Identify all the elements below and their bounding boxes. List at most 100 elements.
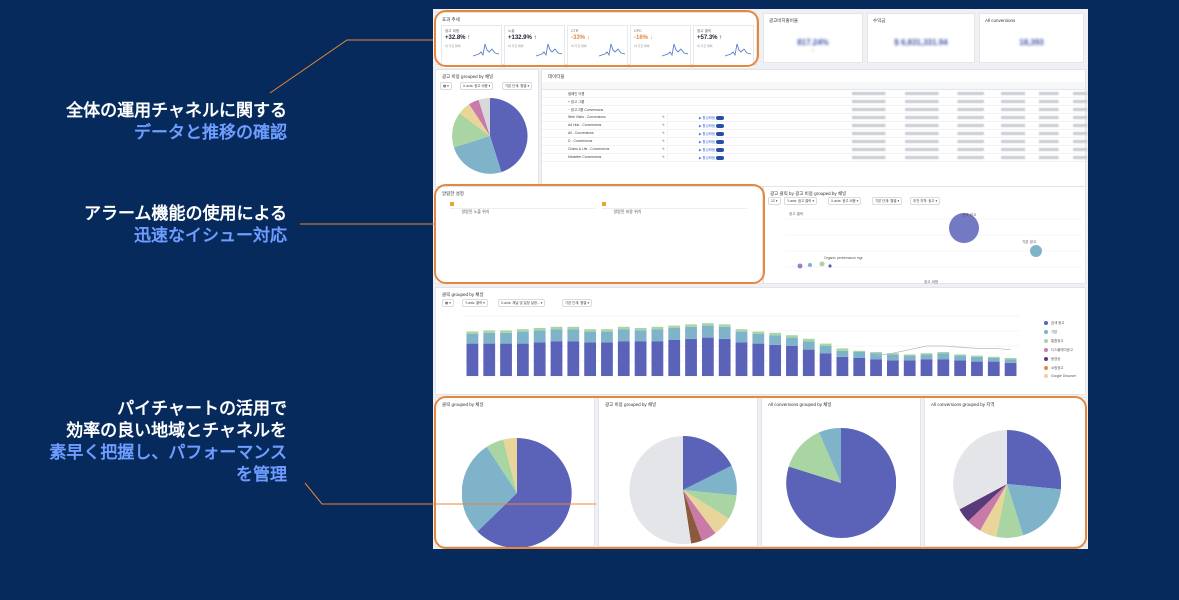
table-row[interactable]: Ad Hub - Conversions ✎ ⋮ ▶ 활성화됨 <box>542 122 1088 130</box>
bar-segment[interactable] <box>752 343 765 376</box>
row-toggle[interactable] <box>716 148 724 152</box>
bar-segment[interactable] <box>718 324 731 327</box>
bar-segment[interactable] <box>685 324 697 327</box>
row-edit-icon[interactable]: ✎ ⋮ <box>662 131 670 135</box>
bar-segment[interactable] <box>903 354 916 356</box>
bar-segment[interactable] <box>634 328 647 331</box>
bar-segment[interactable] <box>786 337 798 346</box>
row-edit-icon[interactable]: ✎ ⋮ <box>662 115 670 119</box>
bar-segment[interactable] <box>937 353 950 360</box>
bar-segment[interactable] <box>870 359 882 376</box>
bar-segment[interactable] <box>483 330 496 333</box>
bar-segment[interactable] <box>870 352 882 354</box>
bar-segment[interactable] <box>500 332 512 344</box>
bar-segment[interactable] <box>500 343 512 376</box>
legend-item[interactable]: 기본 <box>1044 329 1057 335</box>
bar-segment[interactable] <box>668 325 681 328</box>
bar-segment[interactable] <box>987 356 1000 358</box>
bar-segment[interactable] <box>802 341 815 350</box>
bar-segment[interactable] <box>1004 362 1017 376</box>
bar-segment[interactable] <box>651 329 664 342</box>
scatter-control-2[interactable]: Y-axis: 광고 클릭 ▾ <box>784 197 818 205</box>
legend-item[interactable]: Google Discover <box>1044 374 1076 379</box>
bar-segment[interactable] <box>617 329 630 342</box>
chart-type-select[interactable]: ▦ ▾ <box>440 82 452 90</box>
bar-segment[interactable] <box>533 328 546 331</box>
bar-segment[interactable] <box>718 326 731 339</box>
bar-segment[interactable] <box>668 328 681 340</box>
bar-segment[interactable] <box>920 353 933 355</box>
bar-segment[interactable] <box>584 331 597 343</box>
bar-segment[interactable] <box>886 360 899 376</box>
scatter-control-1[interactable]: 1Z ▾ <box>768 197 781 205</box>
bar-segment[interactable] <box>516 343 529 376</box>
bar-segment[interactable] <box>903 360 916 376</box>
bar-segment[interactable] <box>701 337 714 376</box>
table-row[interactable]: All - Conversions ✎ ⋮ ▶ 활성화됨 <box>542 130 1088 138</box>
bar-segment[interactable] <box>466 343 479 376</box>
scatter-control-5[interactable]: 추천 지역: 광고 ▾ <box>910 197 941 205</box>
bar-segment[interactable] <box>601 342 613 376</box>
row-toggle[interactable] <box>716 156 724 160</box>
bar-control-3[interactable]: X-axis: 채널 및 일정 설정... ▾ <box>498 299 546 307</box>
bar-segment[interactable] <box>786 346 798 376</box>
row-edit-icon[interactable]: ✎ ⋮ <box>662 155 670 159</box>
scatter-control-3[interactable]: X-axis: 광고 비용 ▾ <box>828 197 862 205</box>
bar-segment[interactable] <box>550 341 563 376</box>
bar-segment[interactable] <box>601 331 613 343</box>
bar-segment[interactable] <box>483 332 496 344</box>
bar-segment[interactable] <box>819 343 832 346</box>
bar-segment[interactable] <box>836 350 849 357</box>
table-row[interactable]: Chairs & Life - Conversions ✎ ⋮ ▶ 활성화됨 <box>542 146 1088 154</box>
bar-segment[interactable] <box>819 346 832 354</box>
legend-item[interactable]: 검색 광고 <box>1044 320 1064 326</box>
bar-segment[interactable] <box>954 355 967 361</box>
bar-segment[interactable] <box>853 358 866 376</box>
legend-item[interactable]: 동영상 <box>1044 356 1060 362</box>
bar-segment[interactable] <box>685 338 697 376</box>
bar-segment[interactable] <box>802 349 815 376</box>
bar-segment[interactable] <box>752 334 765 344</box>
bar-segment[interactable] <box>836 356 849 376</box>
bar-segment[interactable] <box>533 330 546 343</box>
bar-segment[interactable] <box>735 342 748 376</box>
bar-control-1[interactable]: ▦ ▾ <box>442 299 454 307</box>
legend-item[interactable]: 디스플레이광고 <box>1044 347 1073 353</box>
bar-segment[interactable] <box>1004 359 1017 363</box>
bar-segment[interactable] <box>584 329 597 332</box>
bar-segment[interactable] <box>886 353 899 355</box>
bar-segment[interactable] <box>987 358 1000 362</box>
bar-segment[interactable] <box>651 326 664 330</box>
bar-segment[interactable] <box>500 330 512 333</box>
table-row[interactable]: Marketer Conversions ✎ ⋮ ▶ 활성화됨 <box>542 154 1088 162</box>
legend-item[interactable]: 쇼핑광고 <box>1044 365 1063 371</box>
bar-segment[interactable] <box>634 341 647 376</box>
bar-segment[interactable] <box>701 323 714 326</box>
bar-segment[interactable] <box>567 326 580 330</box>
row-toggle[interactable] <box>716 124 724 128</box>
row-toggle[interactable] <box>716 116 724 120</box>
bar-segment[interactable] <box>685 326 697 339</box>
table-row[interactable]: Web Visits - Conversions ✎ ⋮ ▶ 활성화됨 <box>542 114 1088 122</box>
bar-segment[interactable] <box>937 359 950 376</box>
bar-segment[interactable] <box>735 331 748 343</box>
table-row[interactable]: 캠페인 이름 <box>542 90 1088 98</box>
bar-segment[interactable] <box>617 326 630 330</box>
row-edit-icon[interactable]: ✎ ⋮ <box>662 123 670 127</box>
kpi-item[interactable]: 노출 +132.9% ↑ 이 기간 대비 <box>504 25 565 69</box>
bar-segment[interactable] <box>903 355 916 361</box>
alarm-item-2[interactable]: 알람된 비용 위치 <box>602 200 747 214</box>
bar-segment[interactable] <box>584 342 597 376</box>
bar-segment[interactable] <box>954 354 967 356</box>
bar-segment[interactable] <box>617 341 630 376</box>
bar-segment[interactable] <box>466 331 479 334</box>
kpi-item[interactable]: CTR -33% ↓ 이 기간 대비 <box>567 25 628 69</box>
bar-segment[interactable] <box>971 355 983 357</box>
bar-segment[interactable] <box>533 342 546 376</box>
bar-segment[interactable] <box>668 340 681 376</box>
row-toggle[interactable] <box>716 140 724 144</box>
bar-segment[interactable] <box>937 352 950 354</box>
table-row[interactable]: − 광고그룹 Conversions <box>542 106 1088 114</box>
bar-segment[interactable] <box>769 332 782 336</box>
row-toggle[interactable] <box>716 132 724 136</box>
